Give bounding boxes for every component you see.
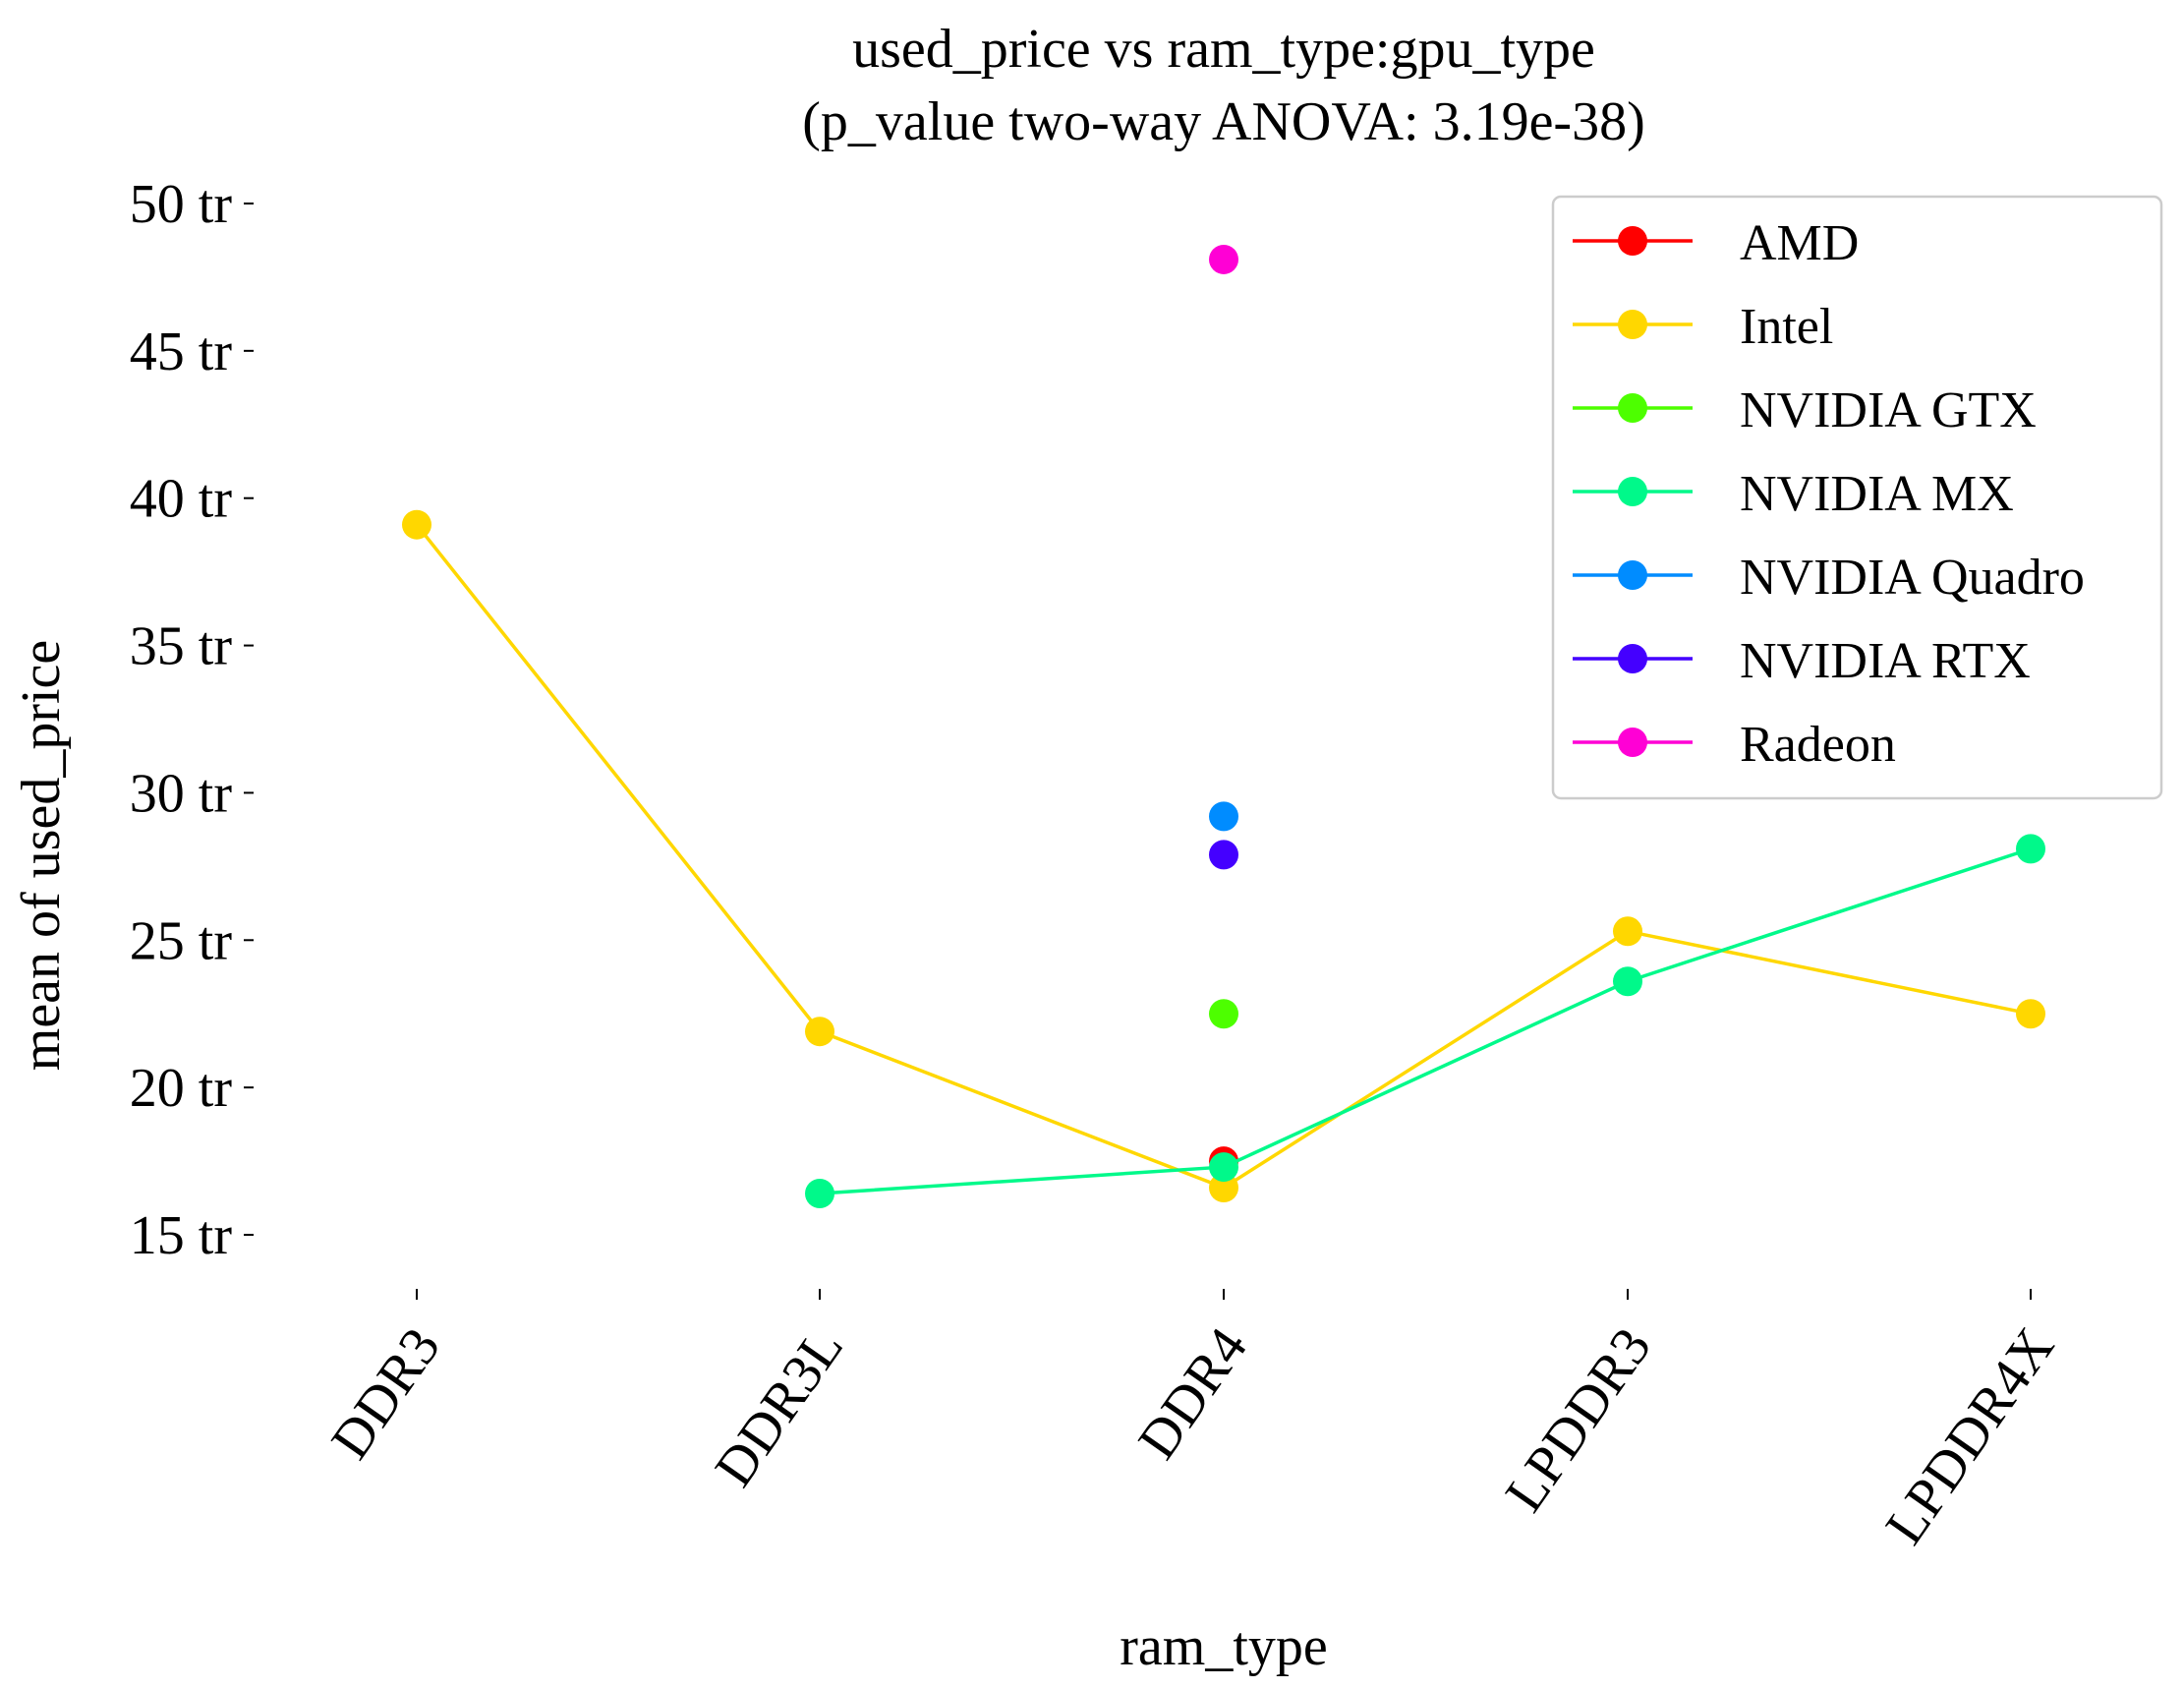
legend-label: NVIDIA GTX	[1740, 382, 2037, 438]
data-point	[1209, 801, 1238, 832]
data-point	[1613, 966, 1642, 997]
legend-label: Radeon	[1740, 717, 1896, 773]
series-nvidia-rtx	[1209, 840, 1238, 870]
y-axis: 15 tr 20 tr 25 tr 30 tr 35 tr 40 tr 45 tr 50 tr	[130, 174, 254, 1266]
y-tick-label: 45 tr	[130, 321, 233, 382]
y-tick-label: 20 tr	[130, 1058, 233, 1119]
legend: AMD Intel NVIDIA GTX NVIDIA MX NVIDIA Quadro…	[1551, 195, 2163, 800]
series-nvidia-quadro	[1209, 801, 1238, 832]
legend-label: NVIDIA Quadro	[1740, 550, 2085, 606]
data-point	[1209, 1152, 1238, 1183]
x-tick-label: DDR4	[1126, 1317, 1259, 1470]
series-layer	[402, 244, 2045, 1209]
legend-marker	[1618, 728, 1647, 757]
y-axis-label: mean of used_price	[11, 640, 72, 1071]
data-point	[2016, 834, 2045, 864]
data-point	[1209, 999, 1238, 1029]
legend-frame	[1551, 195, 2163, 800]
x-tick-label: LPDDR4X	[1874, 1317, 2066, 1555]
y-tick-label: 50 tr	[130, 174, 233, 235]
legend-marker	[1618, 226, 1647, 256]
series-intel	[402, 509, 2045, 1203]
data-point	[1209, 1173, 1238, 1203]
legend-item: NVIDIA Quadro	[1573, 550, 2085, 606]
x-tick-label: DDR3L	[704, 1317, 855, 1497]
legend-item: NVIDIA GTX	[1573, 382, 2037, 438]
y-tick-label: 25 tr	[130, 910, 233, 971]
legend-marker	[1618, 644, 1647, 673]
data-point	[2016, 999, 2045, 1029]
series-radeon	[1209, 244, 1238, 274]
series-line	[819, 846, 2032, 1195]
series-nvidia-mx	[805, 834, 2045, 1209]
legend-label: Intel	[1740, 299, 1833, 355]
legend-marker	[1618, 393, 1647, 423]
legend-label: NVIDIA RTX	[1740, 633, 2031, 689]
legend-item: AMD	[1573, 215, 1859, 271]
x-axis-label: ram_type	[1120, 1616, 1327, 1677]
legend-label: AMD	[1740, 215, 1859, 271]
y-tick-label: 15 tr	[130, 1205, 233, 1266]
data-point	[805, 1179, 834, 1209]
chart-subtitle: (p_value two-way ANOVA: 3.19e-38)	[802, 91, 1644, 152]
y-tick-label: 30 tr	[130, 763, 233, 824]
data-point	[1613, 916, 1642, 947]
x-tick-label: LPDDR3	[1494, 1317, 1663, 1523]
legend-item: Intel	[1573, 299, 1833, 355]
legend-marker	[1618, 310, 1647, 339]
series-nvidia-gtx	[1209, 999, 1238, 1029]
y-tick-label: 35 tr	[130, 616, 233, 677]
data-point	[1209, 244, 1238, 274]
legend-marker	[1618, 560, 1647, 590]
legend-item: NVIDIA MX	[1573, 466, 2014, 522]
data-point	[402, 509, 431, 540]
chart-title: used_price vs ram_type:gpu_type	[852, 19, 1595, 80]
data-point	[805, 1017, 834, 1047]
legend-marker	[1618, 477, 1647, 506]
legend-item: Radeon	[1573, 717, 1896, 773]
data-point	[1209, 840, 1238, 870]
legend-item: NVIDIA RTX	[1573, 633, 2031, 689]
x-axis: DDR3 DDR3L DDR4 LPDDR3 LPDDR4X	[319, 1289, 2066, 1555]
x-tick-label: DDR3	[319, 1317, 452, 1470]
legend-label: NVIDIA MX	[1740, 466, 2014, 522]
y-tick-label: 40 tr	[130, 469, 233, 530]
